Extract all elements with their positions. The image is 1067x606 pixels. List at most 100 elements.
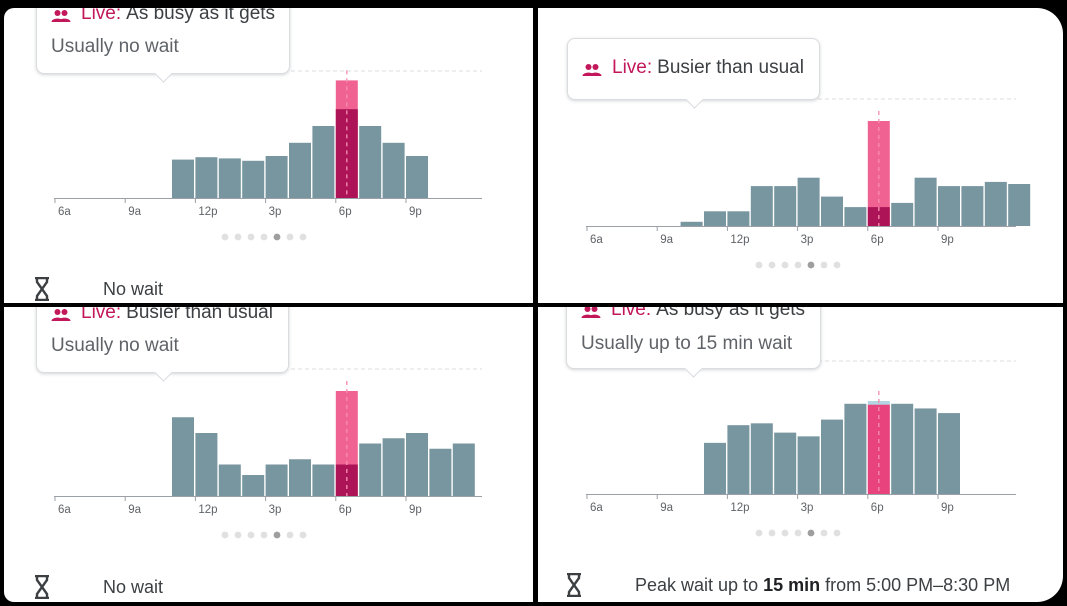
bar xyxy=(195,433,218,496)
bar xyxy=(844,207,867,226)
bar xyxy=(891,202,914,226)
page-dot xyxy=(247,531,255,539)
page-dot xyxy=(807,261,815,269)
bar xyxy=(774,186,797,226)
x-tick-label: 9a xyxy=(660,502,673,514)
page-dot xyxy=(273,233,281,241)
bar xyxy=(704,442,726,494)
x-tick-label: 9a xyxy=(128,206,141,218)
page-dot xyxy=(221,531,229,539)
bar xyxy=(821,419,843,494)
page-dot xyxy=(755,529,763,537)
page-dot xyxy=(768,261,776,269)
x-tick-label: 9a xyxy=(128,504,141,516)
bar xyxy=(218,464,241,496)
x-tick-label: 12p xyxy=(198,206,217,218)
bar xyxy=(774,432,797,494)
bar xyxy=(914,177,937,226)
live-status: As busy as it gets xyxy=(656,307,806,320)
bar xyxy=(680,221,703,226)
bar xyxy=(961,186,984,226)
bar xyxy=(750,423,773,494)
bar xyxy=(359,443,382,496)
bar xyxy=(265,156,288,198)
page-dot xyxy=(299,233,307,241)
bar xyxy=(704,211,726,226)
live-label: Live: xyxy=(612,57,653,78)
live-label: Live: xyxy=(81,8,122,24)
bar xyxy=(172,417,194,496)
live-status-bubble: Live: As busy as it gets Usually up to 1… xyxy=(566,307,821,369)
bar xyxy=(1008,184,1031,226)
popular-times-chart: 6a 9a 12p 3p 6p 9p xyxy=(54,70,482,241)
page-dot xyxy=(234,531,242,539)
page-dot xyxy=(286,233,294,241)
live-bar xyxy=(867,121,890,226)
bar xyxy=(312,126,335,198)
bar xyxy=(406,433,428,496)
page-dot xyxy=(781,529,789,537)
bar xyxy=(242,475,265,496)
bar xyxy=(797,436,820,494)
x-tick-label: 9p xyxy=(941,502,954,514)
live-label: Live: xyxy=(611,307,652,320)
live-status: As busy as it gets xyxy=(126,8,276,24)
live-status-bubble: Live: As busy as it gets Usually no wait xyxy=(36,8,290,74)
bar xyxy=(289,142,311,198)
page-dot xyxy=(299,531,307,539)
live-status-bubble: Live: Busier than usual Usually no wait xyxy=(36,307,289,373)
x-tick-label: 3p xyxy=(269,504,282,516)
bar xyxy=(172,159,194,198)
x-tick-label: 6a xyxy=(58,206,71,218)
bar xyxy=(750,186,773,226)
bar xyxy=(359,126,382,198)
page-dot xyxy=(820,261,828,269)
popular-times-panel-2: 6a 9a 12p 3p 6p 9p Live: Busier than usual xyxy=(538,8,1063,303)
bar xyxy=(727,425,750,494)
page-dot xyxy=(234,233,242,241)
x-tick-label: 6p xyxy=(871,234,884,246)
wait-time-row: Peak wait up to 15 min from 5:00 PM–8:30… xyxy=(566,572,1011,598)
x-tick-label: 3p xyxy=(269,206,282,218)
bar xyxy=(242,160,265,198)
page-dot xyxy=(247,233,255,241)
x-tick-label: 6a xyxy=(58,504,71,516)
people-icon xyxy=(51,8,71,22)
wait-time-row: No wait xyxy=(34,276,164,302)
wait-time-text: No wait xyxy=(103,576,164,597)
x-tick-label: 12p xyxy=(198,504,217,516)
x-tick-label: 6a xyxy=(590,234,603,246)
bar xyxy=(797,177,820,226)
usual-wait-text: Usually no wait xyxy=(51,335,179,356)
bar xyxy=(406,156,428,198)
page-dot xyxy=(833,529,841,537)
live-label: Live: xyxy=(81,307,122,323)
page-dot xyxy=(781,261,789,269)
bar xyxy=(844,403,867,494)
bar xyxy=(452,443,475,496)
wait-time-text: Peak wait up to 15 min from 5:00 PM–8:30… xyxy=(635,574,1011,595)
bar xyxy=(938,413,960,494)
bar xyxy=(218,158,241,198)
wait-time-text: No wait xyxy=(103,278,164,299)
x-tick-label: 3p xyxy=(801,234,814,246)
page-dot xyxy=(794,529,802,537)
x-tick-label: 9p xyxy=(409,206,422,218)
popular-times-chart: 6a 9a 12p 3p 6p 9p xyxy=(54,368,482,539)
popular-times-panel-4: 6a 9a 12p 3p 6p 9p Live: As busy as it gets U… xyxy=(538,307,1063,602)
x-tick-label: 12p xyxy=(730,234,749,246)
people-icon xyxy=(581,307,601,318)
popular-times-chart: 6a 9a 12p 3p 6p 9p xyxy=(586,360,1016,537)
usual-wait-text: Usually up to 15 min wait xyxy=(581,333,793,354)
people-icon xyxy=(51,307,71,321)
bar xyxy=(891,403,914,494)
wait-time-row: No wait xyxy=(34,574,164,600)
bar xyxy=(429,448,452,496)
page-dot xyxy=(286,531,294,539)
bar xyxy=(195,157,218,198)
usual-wait-text: Usually no wait xyxy=(51,36,179,57)
popular-times-panel-3: 6a 9a 12p 3p 6p 9p Live: Busier than usual Us… xyxy=(4,307,533,602)
page-dot xyxy=(768,529,776,537)
x-tick-label: 9p xyxy=(941,234,954,246)
bar xyxy=(312,464,335,496)
